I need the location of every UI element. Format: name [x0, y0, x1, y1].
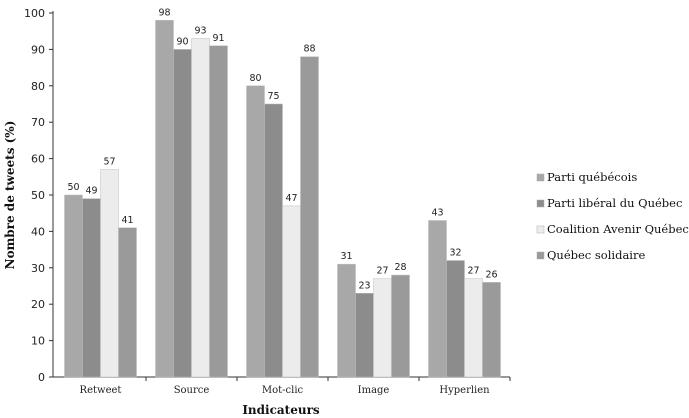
- data-label: 27: [467, 266, 479, 277]
- data-label: 91: [212, 33, 224, 44]
- y-tick-label: 10: [31, 335, 45, 348]
- x-tick-label: Source: [174, 385, 210, 396]
- bar-0-3: [118, 227, 137, 378]
- bar-4-3: [482, 282, 501, 378]
- y-tick-label: 0: [38, 371, 45, 384]
- x-tick-label: Image: [358, 385, 390, 396]
- bar-1-1: [173, 49, 192, 378]
- legend-label: Parti libéral du Québec: [547, 196, 682, 210]
- data-label: 90: [176, 36, 188, 47]
- legend-swatch: [536, 199, 545, 208]
- y-tick-label: 30: [31, 262, 45, 275]
- bar-1-2: [191, 38, 210, 378]
- data-label: 23: [358, 280, 370, 291]
- y-tick-label: 90: [31, 43, 45, 56]
- data-label: 88: [303, 44, 315, 55]
- x-axis-title: Indicateurs: [242, 403, 320, 417]
- x-tick-label: Hyperlien: [439, 385, 490, 396]
- data-label: 49: [85, 186, 97, 197]
- bar-2-1: [264, 103, 283, 378]
- y-tick-label: 60: [31, 153, 45, 166]
- bar-2-3: [300, 56, 319, 378]
- legend-label: Québec solidaire: [547, 248, 645, 262]
- data-label: 93: [194, 25, 206, 36]
- y-tick-label: 20: [31, 298, 45, 311]
- data-label: 50: [67, 182, 79, 193]
- bar-0-0: [64, 194, 83, 378]
- legend-swatch: [536, 225, 545, 234]
- bar-0-2: [100, 169, 119, 378]
- x-tick-label: Mot-clic: [262, 385, 304, 396]
- data-label: 80: [249, 73, 261, 84]
- legend-swatch: [536, 173, 545, 182]
- plot-area: 0 10 20 30 40 50 60 70 80 90 100 50 49 57 41 Retweet 98 9…: [24, 7, 511, 396]
- data-label: 43: [431, 207, 443, 218]
- bar-1-0: [155, 20, 174, 378]
- data-label: 28: [394, 262, 406, 273]
- legend-label: Coalition Avenir Québec: [547, 222, 689, 236]
- data-label: 26: [485, 269, 497, 280]
- legend-label: Parti québécois: [547, 170, 637, 184]
- bar-4-1: [446, 260, 465, 378]
- bar-3-3: [391, 274, 410, 378]
- y-tick-label: 50: [31, 189, 45, 202]
- bar-0-1: [82, 198, 101, 378]
- y-tick-label: 80: [31, 80, 45, 93]
- data-label: 47: [285, 193, 297, 204]
- data-label: 41: [121, 215, 133, 226]
- bar-4-2: [464, 278, 483, 378]
- data-label: 32: [449, 248, 461, 259]
- bar-2-0: [246, 85, 265, 378]
- bar-1-3: [209, 45, 228, 378]
- data-label: 31: [340, 251, 352, 262]
- y-axis-title: Nombre de tweets (%): [3, 121, 17, 270]
- y-tick-label: 70: [31, 116, 45, 129]
- legend-swatch: [536, 251, 545, 260]
- x-tick-label: Retweet: [80, 385, 122, 396]
- bar-4-0: [428, 220, 447, 378]
- y-tick-label: 100: [24, 7, 45, 20]
- data-label: 98: [158, 7, 170, 18]
- bar-3-1: [355, 293, 374, 378]
- legend: Parti québécois Parti libéral du Québec Co…: [536, 170, 689, 262]
- data-label: 57: [103, 157, 115, 168]
- data-label: 27: [376, 266, 388, 277]
- y-tick-label: 40: [31, 225, 45, 238]
- data-label: 75: [267, 91, 279, 102]
- bar-3-0: [337, 263, 356, 378]
- bar-3-2: [373, 278, 392, 378]
- bar-2-2: [282, 205, 301, 378]
